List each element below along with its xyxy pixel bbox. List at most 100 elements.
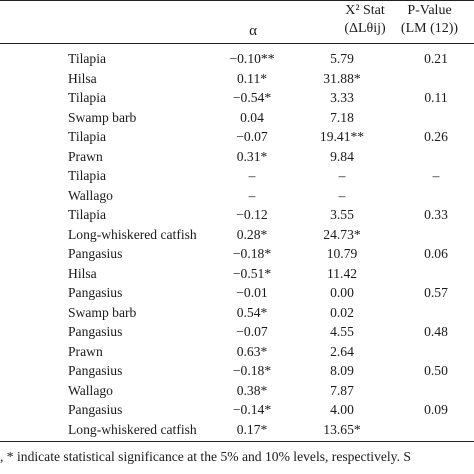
cell-alpha: 0.31* [236, 148, 268, 164]
cell-species: Wallago [68, 187, 113, 203]
cell-x2-stat: 3.55 [330, 207, 354, 222]
cell-species: Pangasius [68, 363, 123, 378]
cell-x2-stat: 7.18 [330, 109, 354, 125]
cell-x2-stat: – [338, 187, 346, 203]
cell-species: Tilapia [68, 129, 107, 144]
cell-species: Wallago [68, 382, 113, 398]
cell-species: Long-whiskered catfish [68, 226, 197, 242]
cell-species: Prawn [68, 343, 103, 359]
cell-p-value: 0.21 [424, 51, 448, 66]
header-x2-stat: X² Stat (ΔLθij) [315, 2, 415, 38]
cell-x2-stat: 11.42 [326, 265, 358, 281]
table-row: Swamp barb 0.54* 0.02 [0, 304, 474, 322]
cell-species: Prawn [68, 148, 103, 164]
table-row: Tilapia −0.07 19.41** 0.26 [0, 128, 474, 146]
table-row: Swamp barb 0.04 7.18 [0, 109, 474, 127]
header-x2-stat-line1: X² Stat [345, 3, 385, 18]
cell-species: Tilapia [68, 168, 107, 183]
cell-alpha: −0.10** [229, 51, 275, 66]
cell-x2-stat: 4.55 [330, 324, 354, 339]
cell-x2-stat: 10.79 [326, 246, 358, 261]
cell-p-value: 0.06 [424, 246, 448, 261]
cell-species: Pangasius [68, 402, 123, 417]
cell-alpha: −0.51* [232, 265, 272, 281]
cell-alpha: 0.63* [236, 343, 268, 359]
cell-species: Pangasius [68, 324, 123, 339]
cell-x2-stat: 9.84 [330, 148, 354, 164]
table-row: Hilsa 0.11* 31.88* [0, 70, 474, 88]
cell-species: Pangasius [68, 246, 123, 261]
table-row: Tilapia – – – [0, 167, 474, 185]
cell-p-value: 0.11 [424, 90, 448, 105]
cell-x2-stat: 4.00 [330, 402, 354, 417]
cell-alpha: 0.17* [236, 421, 268, 437]
cell-species: Long-whiskered catfish [68, 421, 197, 437]
table-row: Prawn 0.63* 2.64 [0, 343, 474, 361]
cell-p-value: 0.09 [424, 402, 448, 417]
cell-species: Pangasius [68, 285, 123, 300]
cell-species: Tilapia [68, 207, 107, 222]
cell-x2-stat: 0.02 [330, 304, 354, 320]
table-row: Hilsa −0.51* 11.42 [0, 265, 474, 283]
cell-alpha: 0.54* [236, 304, 268, 320]
cell-alpha: – [248, 187, 256, 203]
cell-alpha: 0.28* [236, 226, 268, 242]
table-row: Pangasius −0.18* 10.79 0.06 [0, 245, 474, 263]
header-x2-stat-line2: (ΔLθij) [344, 21, 386, 36]
cell-x2-stat: 19.41** [319, 129, 365, 144]
cell-species: Swamp barb [68, 109, 137, 125]
cell-alpha: −0.18* [232, 363, 272, 378]
cell-p-value: 0.57 [424, 285, 448, 300]
table-row: Prawn 0.31* 9.84 [0, 148, 474, 166]
cell-species: Tilapia [68, 51, 107, 66]
cell-x2-stat: 7.87 [330, 382, 354, 398]
table-row: Long-whiskered catfish 0.17* 13.65* [0, 421, 474, 439]
cell-x2-stat: 2.64 [330, 343, 354, 359]
header-p-value: P-Value (LM (12)) [385, 2, 474, 38]
cell-alpha: 0.04 [240, 109, 264, 125]
table-top-rule [0, 0, 474, 1]
cell-p-value: 0.33 [424, 207, 448, 222]
header-p-value-line1: P-Value [407, 3, 452, 18]
table-row: Tilapia −0.10** 5.79 0.21 [0, 50, 474, 68]
cell-species: Hilsa [68, 265, 97, 281]
cell-x2-stat: 24.73* [323, 226, 361, 242]
cell-p-value: 0.48 [424, 324, 448, 339]
cell-x2-stat: 13.65* [323, 421, 361, 437]
cell-p-value: – [432, 168, 440, 183]
cell-alpha: −0.07 [236, 129, 268, 144]
cell-species: Hilsa [68, 70, 97, 86]
header-alpha: α [249, 23, 257, 39]
cell-species: Swamp barb [68, 304, 137, 320]
table-row: Wallago – – [0, 187, 474, 205]
cell-alpha: −0.54* [232, 90, 272, 105]
cell-x2-stat: 31.88* [323, 70, 361, 86]
cell-x2-stat: – [338, 168, 346, 183]
table-row: Pangasius −0.14* 4.00 0.09 [0, 401, 474, 419]
table-row: Wallago 0.38* 7.87 [0, 382, 474, 400]
cell-alpha: 0.11* [236, 70, 268, 86]
cell-alpha: −0.07 [236, 324, 268, 339]
cell-alpha: −0.01 [236, 285, 268, 300]
cell-alpha: −0.14* [232, 402, 272, 417]
header-p-value-line2: (LM (12)) [400, 21, 459, 36]
cell-x2-stat: 5.79 [330, 51, 354, 66]
cell-alpha: −0.18* [232, 246, 272, 261]
cell-p-value: 0.50 [424, 363, 448, 378]
table-row: Tilapia −0.12 3.55 0.33 [0, 206, 474, 224]
cell-x2-stat: 3.33 [330, 90, 354, 105]
cell-alpha: 0.38* [236, 382, 268, 398]
cell-x2-stat: 8.09 [330, 363, 354, 378]
cell-alpha: −0.12 [236, 207, 268, 222]
cell-p-value: 0.26 [424, 129, 448, 144]
cell-x2-stat: 0.00 [330, 285, 354, 300]
table-row: Long-whiskered catfish 0.28* 24.73* [0, 226, 474, 244]
table-footnote: , * indicate statistical significance at… [0, 449, 411, 464]
table-row: Tilapia −0.54* 3.33 0.11 [0, 89, 474, 107]
table-bottom-rule [0, 441, 474, 442]
cell-alpha: – [248, 168, 256, 183]
cell-species: Tilapia [68, 90, 107, 105]
table-row: Pangasius −0.18* 8.09 0.50 [0, 362, 474, 380]
table-row: Pangasius −0.01 0.00 0.57 [0, 284, 474, 302]
